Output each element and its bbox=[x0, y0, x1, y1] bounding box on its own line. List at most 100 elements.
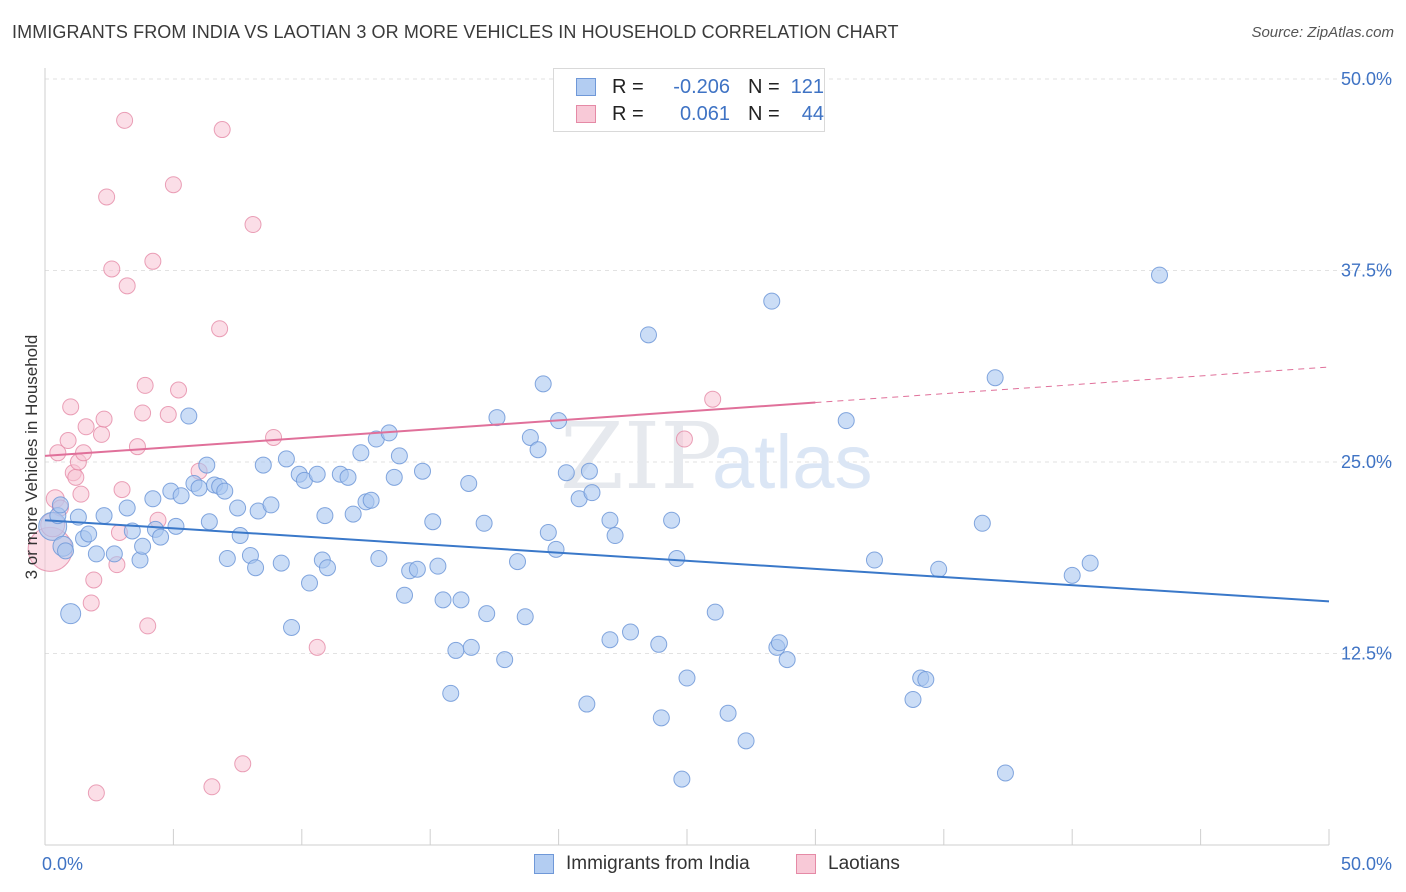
y-tick-label: 25.0% bbox=[1341, 452, 1392, 472]
india-point bbox=[578, 695, 596, 713]
india-point bbox=[396, 586, 414, 604]
india-point bbox=[606, 527, 624, 545]
india-point bbox=[986, 369, 1004, 387]
india-point bbox=[229, 499, 247, 517]
legend-r-label: R = bbox=[612, 102, 644, 125]
india-point bbox=[1063, 566, 1081, 584]
india-point bbox=[408, 560, 426, 578]
india-point bbox=[316, 507, 334, 525]
laotians-point bbox=[128, 438, 146, 456]
india-point bbox=[534, 375, 552, 393]
india-point bbox=[719, 704, 737, 722]
series-legend: Immigrants from India Laotians bbox=[0, 850, 1406, 880]
india-point bbox=[996, 764, 1014, 782]
india-point bbox=[460, 474, 478, 492]
india-point bbox=[678, 669, 696, 687]
india-point bbox=[429, 557, 447, 575]
laotians-point bbox=[77, 418, 95, 436]
india-point bbox=[344, 505, 362, 523]
india-point bbox=[198, 456, 216, 474]
laotians-point bbox=[134, 404, 152, 422]
india-point bbox=[496, 651, 514, 669]
source-label[interactable]: Source: ZipAtlas.com bbox=[1251, 24, 1394, 41]
india-point bbox=[152, 528, 170, 546]
tick-labels: 50.0% 37.5% 25.0% 12.5% 0.0% 50.0% bbox=[42, 69, 1392, 874]
india-point bbox=[301, 574, 319, 592]
india-point bbox=[277, 450, 295, 468]
india-point bbox=[413, 462, 431, 480]
chart-title: IMMIGRANTS FROM INDIA VS LAOTIAN 3 OR MO… bbox=[12, 22, 899, 42]
laotians-point bbox=[59, 432, 77, 450]
india-point bbox=[180, 407, 198, 425]
india-point bbox=[478, 605, 496, 623]
india-point bbox=[144, 490, 162, 508]
y-tick-label: 37.5% bbox=[1341, 261, 1392, 281]
laotians-point bbox=[92, 425, 110, 443]
india-point bbox=[247, 559, 265, 577]
laotians-point bbox=[211, 320, 229, 338]
india-point bbox=[509, 553, 527, 571]
india-point bbox=[521, 428, 539, 446]
india-point bbox=[390, 447, 408, 465]
india-point bbox=[452, 591, 470, 609]
india-point bbox=[706, 603, 724, 621]
india-point bbox=[539, 523, 557, 541]
india-point bbox=[60, 603, 82, 625]
legend-r-value: 0.061 bbox=[679, 102, 730, 125]
india-point bbox=[80, 525, 98, 543]
watermark-atlas: atlas bbox=[712, 420, 873, 505]
y-tick-label: 12.5% bbox=[1341, 644, 1392, 664]
india-point bbox=[1151, 266, 1169, 284]
india-point bbox=[778, 651, 796, 669]
india-point bbox=[663, 511, 681, 529]
india-point bbox=[601, 631, 619, 649]
india-point bbox=[362, 491, 380, 509]
india-point bbox=[583, 484, 601, 502]
india-point bbox=[547, 540, 565, 558]
india-point bbox=[352, 444, 370, 462]
laotians-point bbox=[675, 430, 693, 448]
india-point bbox=[973, 514, 991, 532]
india-point bbox=[87, 545, 105, 563]
india-point bbox=[318, 559, 336, 577]
laotians-point bbox=[98, 188, 116, 206]
india-point bbox=[424, 513, 442, 531]
india-point bbox=[488, 409, 506, 427]
india-point bbox=[434, 591, 452, 609]
legend-item-laotians[interactable]: Laotians bbox=[796, 850, 900, 878]
x-tick-label: 0.0% bbox=[42, 854, 83, 874]
laotians-point bbox=[704, 390, 722, 408]
india-point bbox=[167, 517, 185, 535]
india-point bbox=[737, 732, 755, 750]
trend-lines bbox=[44, 366, 1330, 603]
legend-r-label: R = bbox=[612, 75, 644, 98]
laotians-point bbox=[82, 594, 100, 612]
india-point bbox=[1081, 554, 1099, 572]
india-point bbox=[134, 537, 152, 555]
india-point bbox=[385, 468, 403, 486]
laotians-point bbox=[164, 176, 182, 194]
laotians-point bbox=[234, 755, 252, 773]
laotians-point bbox=[244, 216, 262, 234]
india-trend-line bbox=[44, 519, 1330, 603]
stats-legend: R = -0.206 N = 121 R = 0.061 N = 44 bbox=[553, 68, 825, 132]
laotians-point bbox=[87, 784, 105, 802]
laotians-trend-line bbox=[44, 401, 816, 457]
india-point bbox=[57, 542, 75, 560]
y-axis-label: 3 or more Vehicles in Household bbox=[22, 335, 41, 580]
legend-label-india: Immigrants from India bbox=[566, 853, 750, 874]
legend-swatch-india bbox=[576, 78, 596, 96]
laotians-point bbox=[265, 428, 283, 446]
india-point bbox=[557, 464, 575, 482]
legend-row-india: R = -0.206 N = 121 bbox=[576, 74, 824, 100]
india-point bbox=[639, 326, 657, 344]
india-point bbox=[622, 623, 640, 641]
grid-lines bbox=[45, 78, 1392, 654]
laotians-point bbox=[118, 277, 136, 295]
india-point bbox=[475, 514, 493, 532]
laotians-point bbox=[159, 406, 177, 424]
india-point bbox=[580, 462, 598, 480]
india-point bbox=[95, 507, 113, 525]
legend-item-india[interactable]: Immigrants from India bbox=[534, 850, 750, 878]
